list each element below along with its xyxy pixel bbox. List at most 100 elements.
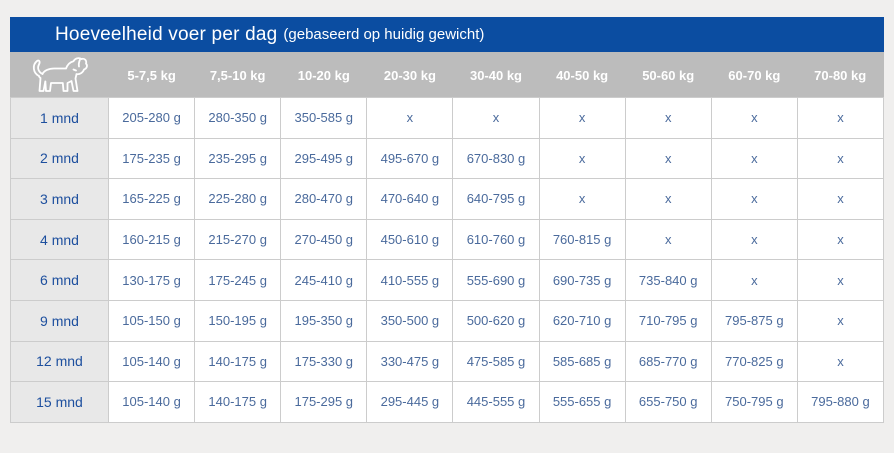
table-row: 6 mnd 130-175 g 175-245 g 245-410 g 410-555 … <box>10 259 885 301</box>
amount-cell: 295-495 g <box>280 137 368 180</box>
amount-cell: 640-795 g <box>452 178 540 220</box>
amount-cell: 160-215 g <box>107 218 196 261</box>
amount-cell: 445-555 g <box>452 381 540 423</box>
amount-cell: x <box>538 137 626 180</box>
amount-cell: x <box>796 178 885 220</box>
weight-column-header: 5-7,5 kg <box>108 52 195 98</box>
amount-cell: 655-750 g <box>624 381 712 423</box>
amount-cell: x <box>538 178 626 220</box>
amount-cell: x <box>624 218 712 261</box>
amount-cell: x <box>796 137 885 180</box>
amount-cell: x <box>796 218 885 261</box>
amount-cell: 495-670 g <box>366 137 454 180</box>
amount-cell: 140-175 g <box>194 340 282 383</box>
amount-cell: 205-280 g <box>107 97 196 139</box>
table-title-bar: Hoeveelheid voer per dag (gebaseerd op h… <box>10 17 884 52</box>
amount-cell: 105-140 g <box>107 340 196 383</box>
feeding-amounts-table: 5-7,5 kg 7,5-10 kg 10-20 kg 20-30 kg 30-40 k… <box>10 52 885 423</box>
amount-cell: 215-270 g <box>194 218 282 261</box>
amount-cell: 175-295 g <box>280 381 368 423</box>
amount-cell: x <box>796 97 885 139</box>
table-row: 12 mnd 105-140 g 140-175 g 175-330 g 330-475… <box>10 340 885 383</box>
weight-column-header: 30-40 kg <box>452 52 540 98</box>
amount-cell: 350-585 g <box>280 97 368 139</box>
amount-cell: 585-685 g <box>538 340 626 383</box>
amount-cell: 175-330 g <box>280 340 368 383</box>
amount-cell: 470-640 g <box>366 178 454 220</box>
table-row: 15 mnd 105-140 g 140-175 g 175-295 g 295-445… <box>10 381 885 423</box>
table-subtitle: (gebaseerd op huidig gewicht) <box>283 26 485 43</box>
amount-cell: x <box>624 97 712 139</box>
amount-cell: 685-770 g <box>624 340 712 383</box>
amount-cell: x <box>796 299 885 342</box>
table-row: 9 mnd 105-150 g 150-195 g 195-350 g 350-500 … <box>10 299 885 342</box>
amount-cell: 750-795 g <box>710 381 798 423</box>
amount-cell: 450-610 g <box>366 218 454 261</box>
amount-cell: 165-225 g <box>107 178 196 220</box>
amount-cell: x <box>710 137 798 180</box>
amount-cell: 175-235 g <box>107 137 196 180</box>
amount-cell: x <box>366 97 454 139</box>
amount-cell: x <box>796 259 885 301</box>
age-row-header: 4 mnd <box>10 218 109 261</box>
amount-cell: 280-350 g <box>194 97 282 139</box>
amount-cell: 295-445 g <box>366 381 454 423</box>
amount-cell: 710-795 g <box>624 299 712 342</box>
amount-cell: 350-500 g <box>366 299 454 342</box>
amount-cell: 770-825 g <box>710 340 798 383</box>
weight-column-header: 20-30 kg <box>366 52 453 98</box>
age-row-header: 3 mnd <box>10 178 109 220</box>
table-row: 4 mnd 160-215 g 215-270 g 270-450 g 450-610 … <box>10 218 885 261</box>
amount-cell: x <box>452 97 540 139</box>
amount-cell: 500-620 g <box>452 299 540 342</box>
amount-cell: 795-880 g <box>796 381 885 423</box>
amount-cell: 150-195 g <box>194 299 282 342</box>
amount-cell: 555-690 g <box>452 259 540 301</box>
table-row: 3 mnd 165-225 g 225-280 g 280-470 g 470-640 … <box>10 178 885 220</box>
amount-cell: x <box>624 137 712 180</box>
amount-cell: 330-475 g <box>366 340 454 383</box>
amount-cell: 690-735 g <box>538 259 626 301</box>
amount-cell: 760-815 g <box>538 218 626 261</box>
amount-cell: 130-175 g <box>107 259 196 301</box>
amount-cell: x <box>624 178 712 220</box>
amount-cell: 610-760 g <box>452 218 540 261</box>
amount-cell: 140-175 g <box>194 381 282 423</box>
amount-cell: 410-555 g <box>366 259 454 301</box>
age-row-header: 1 mnd <box>10 97 109 139</box>
age-row-header: 12 mnd <box>10 340 109 383</box>
weight-header-row: 5-7,5 kg 7,5-10 kg 10-20 kg 20-30 kg 30-40 k… <box>10 52 884 98</box>
amount-cell: 225-280 g <box>194 178 282 220</box>
age-row-header: 9 mnd <box>10 299 109 342</box>
amount-cell: x <box>710 97 798 139</box>
weight-column-header: 70-80 kg <box>797 52 884 98</box>
amount-cell: 245-410 g <box>280 259 368 301</box>
weight-column-header: 7,5-10 kg <box>194 52 281 98</box>
amount-cell: 105-150 g <box>107 299 196 342</box>
amount-cell: 235-295 g <box>194 137 282 180</box>
weight-column-header: 50-60 kg <box>625 52 712 98</box>
amount-cell: 475-585 g <box>452 340 540 383</box>
feeding-guide: Hoeveelheid voer per dag (gebaseerd op h… <box>10 17 885 423</box>
amount-cell: x <box>710 259 798 301</box>
amount-cell: 670-830 g <box>452 137 540 180</box>
age-row-header: 15 mnd <box>10 381 109 423</box>
age-row-header: 2 mnd <box>10 137 109 180</box>
amount-cell: 280-470 g <box>280 178 368 220</box>
amount-cell: 735-840 g <box>624 259 712 301</box>
age-row-header: 6 mnd <box>10 259 109 301</box>
dog-icon-cell <box>10 52 109 98</box>
amount-cell: 105-140 g <box>107 381 196 423</box>
weight-column-header: 60-70 kg <box>711 52 798 98</box>
weight-column-header: 10-20 kg <box>280 52 367 98</box>
amount-cell: x <box>710 178 798 220</box>
amount-cell: x <box>796 340 885 383</box>
weight-column-header: 40-50 kg <box>539 52 626 98</box>
table-row: 2 mnd 175-235 g 235-295 g 295-495 g 495-670 … <box>10 137 885 180</box>
amount-cell: 620-710 g <box>538 299 626 342</box>
dog-icon <box>32 57 88 92</box>
amount-cell: x <box>710 218 798 261</box>
amount-cell: x <box>538 97 626 139</box>
table-title: Hoeveelheid voer per dag <box>55 23 278 45</box>
